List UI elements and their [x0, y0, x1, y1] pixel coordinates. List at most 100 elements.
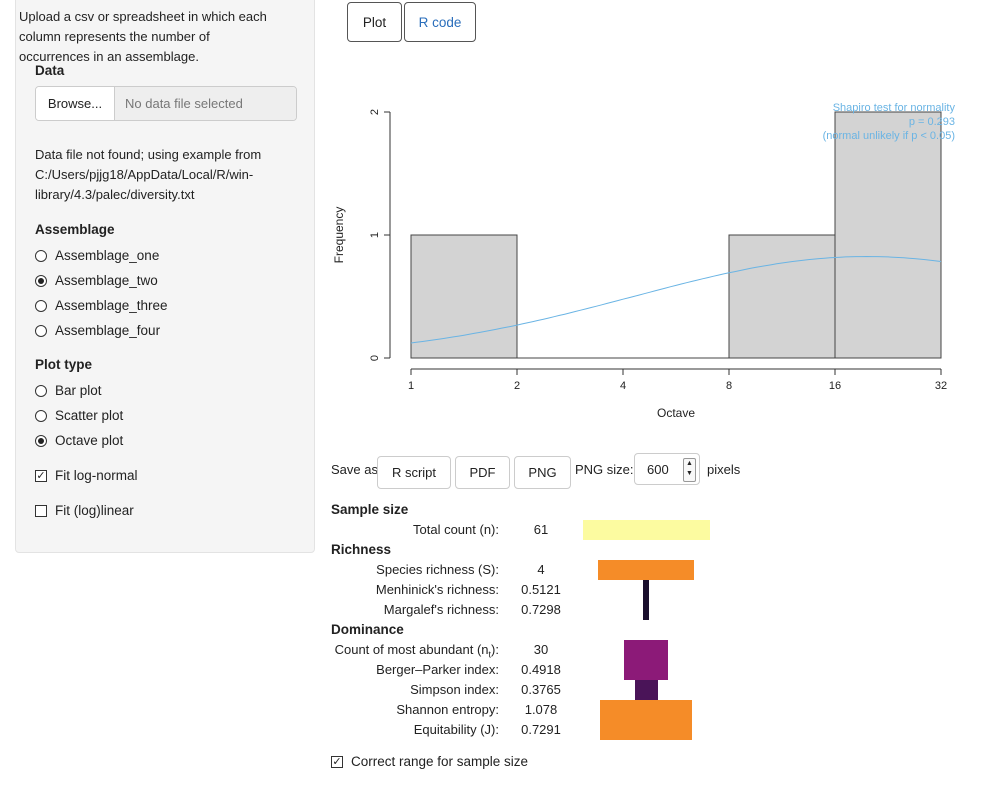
- data-label: Data: [35, 63, 65, 78]
- shapiro-annotation-line: (normal unlikely if p < 0.05): [823, 130, 955, 142]
- fit-lognormal-checkbox[interactable]: ✓ Fit log-normal: [35, 463, 138, 488]
- radio-button[interactable]: [35, 434, 47, 447]
- correct-range-checkbox[interactable]: ✓ Correct range for sample size: [331, 749, 528, 774]
- file-upload: Browse... No data file selected: [35, 86, 297, 121]
- save-png-button[interactable]: PNG: [514, 456, 571, 489]
- assemblage-option-four[interactable]: Assemblage_four: [35, 318, 168, 343]
- stat-label: Shannon entropy:: [396, 702, 499, 717]
- radio-button[interactable]: [35, 299, 47, 312]
- shapiro-annotation-line: p = 0.293: [909, 116, 955, 128]
- assemblage-label: Assemblage: [35, 222, 115, 237]
- stat-label: Total count (n):: [413, 522, 499, 537]
- save-pdf-button[interactable]: PDF: [455, 456, 510, 489]
- plot-type-bar[interactable]: Bar plot: [35, 378, 123, 403]
- fit-linear-checkbox[interactable]: Fit (log)linear: [35, 498, 134, 523]
- option-label: Assemblage_two: [55, 273, 158, 288]
- y-axis-label: Frequency: [332, 207, 346, 264]
- assemblage-option-three[interactable]: Assemblage_three: [35, 293, 168, 318]
- stat-row-simpson: Simpson index: 0.3765: [331, 680, 891, 700]
- menhinick-margalef-bar: [643, 580, 649, 620]
- radio-button[interactable]: [35, 384, 47, 397]
- x-tick-label: 16: [829, 380, 841, 392]
- option-label: Scatter plot: [55, 408, 124, 423]
- option-label: Assemblage_four: [55, 323, 161, 338]
- shapiro-annotation-line: Shapiro test for normality: [833, 102, 956, 114]
- option-label: Bar plot: [55, 383, 102, 398]
- png-size-value: 600: [647, 462, 669, 477]
- plot-type-radio-group: Bar plot Scatter plot Octave plot: [35, 378, 123, 453]
- plot-type-label: Plot type: [35, 357, 93, 372]
- y-tick-label: 1: [369, 232, 381, 238]
- stat-row-species-richness: Species richness (S): 4: [331, 560, 891, 580]
- checkbox-checked-icon[interactable]: ✓: [331, 755, 343, 768]
- checkbox-label: Fit (log)linear: [55, 503, 134, 518]
- stat-label: Equitability (J):: [413, 722, 499, 737]
- y-tick-label: 2: [369, 109, 381, 115]
- spinner-arrows-icon[interactable]: ▲ ▼: [683, 458, 696, 482]
- x-axis-label: Octave: [657, 406, 695, 420]
- option-label: Assemblage_three: [55, 298, 168, 313]
- option-label: Assemblage_one: [55, 248, 160, 263]
- shannon-equitability-bar: [600, 700, 692, 740]
- x-tick-label: 8: [726, 380, 732, 392]
- simpson-bar: [635, 680, 658, 700]
- most-abundant-bar: [624, 640, 668, 660]
- checkbox-label: Fit log-normal: [55, 468, 138, 483]
- stat-label: Menhinick's richness:: [375, 582, 499, 597]
- stat-row-shannon: Shannon entropy: 1.078: [331, 700, 891, 720]
- stat-label: Species richness (S):: [376, 562, 499, 577]
- png-size-input[interactable]: 600 ▲ ▼: [634, 453, 700, 485]
- y-tick-label: 0: [369, 355, 381, 361]
- stat-value: 0.5121: [521, 582, 561, 597]
- stat-value: 61: [533, 522, 549, 537]
- total-count-bar: [583, 520, 710, 540]
- stat-row-margalef: Margalef's richness: 0.7298: [331, 600, 891, 620]
- stat-row-total-count: Total count (n): 61: [331, 520, 891, 540]
- save-as-label: Save as:: [331, 462, 382, 477]
- option-label: Octave plot: [55, 433, 124, 448]
- x-tick-label: 4: [620, 380, 626, 392]
- histogram-bar: [728, 234, 836, 359]
- checkbox-checked-icon[interactable]: ✓: [35, 469, 47, 482]
- tab-plot[interactable]: Plot: [347, 2, 402, 42]
- stat-row-most-abundant: Count of most abundant (nt): 30: [331, 640, 891, 660]
- browse-button[interactable]: Browse...: [36, 87, 115, 120]
- checkbox-icon[interactable]: [35, 504, 47, 517]
- stat-label: Margalef's richness:: [383, 602, 499, 617]
- radio-button[interactable]: [35, 249, 47, 262]
- radio-button[interactable]: [35, 324, 47, 337]
- stat-label: Berger–Parker index:: [376, 662, 499, 677]
- assemblage-option-one[interactable]: Assemblage_one: [35, 243, 168, 268]
- tab-r-code[interactable]: R code: [404, 2, 476, 42]
- radio-button[interactable]: [35, 274, 47, 287]
- stat-row-menhinick: Menhinick's richness: 0.5121: [331, 580, 891, 600]
- png-size-label: PNG size:: [575, 462, 634, 477]
- radio-button[interactable]: [35, 409, 47, 422]
- assemblage-option-two[interactable]: Assemblage_two: [35, 268, 168, 293]
- data-note: Data file not found; using example from …: [35, 147, 262, 202]
- label-text: Count of most abundant (n: [334, 642, 489, 657]
- stat-value: 0.7291: [521, 722, 561, 737]
- octave-plot: 1 2 4 8 16 32 Octave 0 1 2 Frequency Shapiro test f…: [332, 102, 956, 420]
- checkbox-label: Correct range for sample size: [351, 754, 529, 769]
- berger-parker-bar: [624, 660, 668, 680]
- pixels-label: pixels: [707, 462, 741, 477]
- stat-value: 0.7298: [521, 602, 561, 617]
- stat-value: 4: [537, 562, 545, 577]
- plot-type-scatter[interactable]: Scatter plot: [35, 403, 123, 428]
- intro-text: Upload a csv or spreadsheet in which eac…: [19, 9, 267, 64]
- richness-header: Richness: [331, 542, 392, 557]
- label-subscript: t: [488, 649, 492, 660]
- stat-value: 0.3765: [521, 682, 561, 697]
- stat-value: 0.4918: [521, 662, 561, 677]
- histogram-bar: [410, 234, 518, 359]
- save-r-script-button[interactable]: R script: [377, 456, 451, 489]
- label-suffix: ):: [491, 642, 499, 657]
- stat-row-berger-parker: Berger–Parker index: 0.4918: [331, 660, 891, 680]
- dominance-header: Dominance: [331, 622, 404, 637]
- stat-value: 30: [533, 642, 549, 657]
- sample-size-header: Sample size: [331, 502, 409, 517]
- stat-label: Count of most abundant (nt):: [335, 642, 499, 660]
- plot-type-octave[interactable]: Octave plot: [35, 428, 123, 453]
- lognormal-fit-curve: [410, 255, 942, 344]
